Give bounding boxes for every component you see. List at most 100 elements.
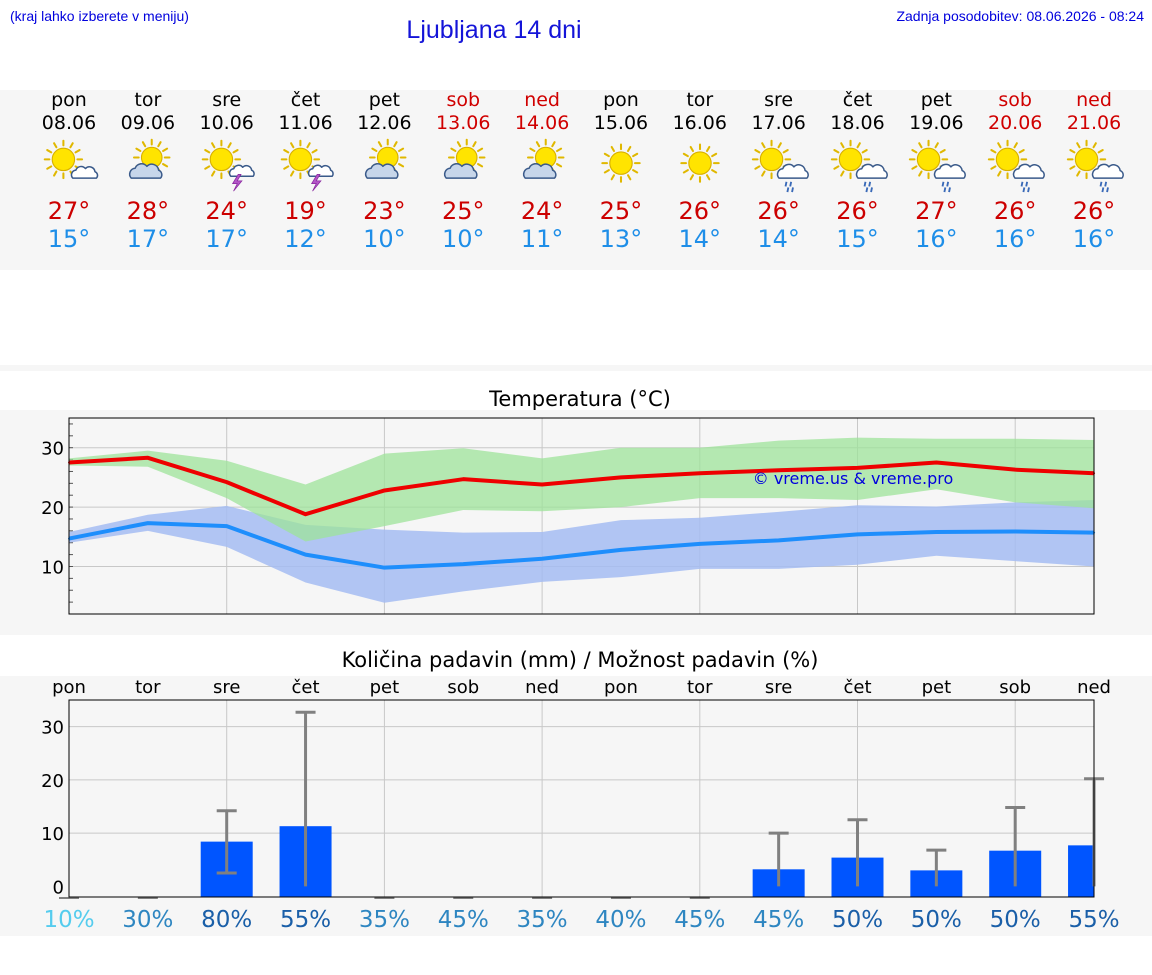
data-point (620, 476, 622, 478)
data-point (305, 513, 307, 515)
min-temperature: 16° (1055, 225, 1134, 253)
category-label: pon (604, 677, 638, 698)
data-point (778, 539, 780, 541)
precipitation-probability: 35% (359, 907, 410, 933)
y-tick-label: 30 (41, 718, 64, 739)
max-temperature: 26° (739, 197, 818, 225)
day-name: sob (976, 90, 1055, 111)
precipitation-probability: 45% (674, 907, 725, 933)
day-name: sre (739, 90, 818, 111)
min-temperature: 16° (976, 225, 1055, 253)
category-label: čet (843, 677, 871, 698)
day-date: 18.06 (818, 111, 897, 135)
day-date: 14.06 (503, 111, 582, 135)
sun-rain-icon (747, 137, 811, 193)
min-temperature: 12° (266, 225, 345, 253)
sun-rain-icon (826, 137, 890, 193)
day-column: pet 19.06 27° 16° (897, 90, 976, 253)
day-name: sob (424, 90, 503, 111)
category-label: čet (292, 677, 320, 698)
max-temperature: 26° (660, 197, 739, 225)
sun-rain-icon (904, 137, 968, 193)
data-point (305, 554, 307, 556)
day-column: sre 17.06 26° 14° (739, 90, 818, 253)
max-temperature: 25° (424, 197, 503, 225)
category-label: tor (135, 677, 161, 698)
sun-thunder-icon (274, 137, 338, 193)
day-date: 17.06 (739, 111, 818, 135)
day-column: čet 11.06 19° 12° (266, 90, 345, 253)
data-point (935, 462, 937, 464)
day-column: čet 18.06 26° 15° (818, 90, 897, 253)
data-point (620, 549, 622, 551)
category-label: pet (922, 677, 952, 698)
day-name: sre (187, 90, 266, 111)
min-temperature: 17° (108, 225, 187, 253)
y-tick-label: 20 (41, 498, 64, 519)
precipitation-probability: 10% (43, 907, 94, 933)
y-tick-label: 10 (41, 557, 64, 578)
category-label: ned (1077, 677, 1111, 698)
day-column: pon 15.06 25° 13° (581, 90, 660, 253)
category-label: sob (999, 677, 1031, 698)
sun-rain-icon (1062, 137, 1126, 193)
day-date: 12.06 (345, 111, 424, 135)
sun-cloud-icon (37, 137, 101, 193)
day-column: sre 10.06 24° 17° (187, 90, 266, 253)
watermark: © vreme.us & vreme.pro (753, 469, 954, 488)
precipitation-chart: pon tor sre čet pet sob ned pon tor sre čet pet sob n… (0, 676, 1152, 936)
sun-rain-icon (983, 137, 1047, 193)
data-point (462, 563, 464, 565)
max-temperature: 23° (345, 197, 424, 225)
max-temperature: 26° (818, 197, 897, 225)
category-label: pon (52, 677, 86, 698)
max-temperature: 26° (976, 197, 1055, 225)
precipitation-probability: 50% (911, 907, 962, 933)
day-name: pet (345, 90, 424, 111)
max-temperature: 28° (108, 197, 187, 225)
y-tick-label: 0 (53, 877, 64, 898)
category-label: sre (765, 677, 792, 698)
category-label: ned (525, 677, 559, 698)
min-temperature: 11° (503, 225, 582, 253)
page-title: Ljubljana 14 dni (0, 16, 988, 45)
precipitation-probability: 50% (832, 907, 883, 933)
min-temperature: 17° (187, 225, 266, 253)
min-temperature: 10° (424, 225, 503, 253)
day-date: 21.06 (1055, 111, 1134, 135)
precipitation-probability: 80% (201, 907, 252, 933)
max-temperature: 19° (266, 197, 345, 225)
y-tick-label: 30 (41, 439, 64, 460)
day-name: tor (108, 90, 187, 111)
max-temperature: 25° (581, 197, 660, 225)
precipitation-bar (1068, 845, 1094, 897)
precipitation-probability: 45% (753, 907, 804, 933)
data-point (1014, 530, 1016, 532)
min-temperature: 16° (897, 225, 976, 253)
y-tick-label: 10 (41, 824, 64, 845)
data-point (1014, 469, 1016, 471)
data-point (226, 481, 228, 483)
day-name: pet (897, 90, 976, 111)
day-date: 16.06 (660, 111, 739, 135)
sun-icon (668, 137, 732, 193)
day-column: ned 21.06 26° 16° (1055, 90, 1134, 253)
day-name: čet (266, 90, 345, 111)
min-temperature: 14° (739, 225, 818, 253)
y-tick-label: 20 (41, 771, 64, 792)
day-date: 10.06 (187, 111, 266, 135)
day-date: 11.06 (266, 111, 345, 135)
day-date: 20.06 (976, 111, 1055, 135)
day-name: pon (30, 90, 109, 111)
data-point (699, 543, 701, 545)
category-label: sob (447, 677, 479, 698)
data-point (857, 533, 859, 535)
max-temperature: 26° (1055, 197, 1134, 225)
precipitation-probability: 30% (122, 907, 173, 933)
min-temperature: 14° (660, 225, 739, 253)
day-name: pon (581, 90, 660, 111)
day-column: sob 20.06 26° 16° (976, 90, 1055, 253)
data-point (699, 472, 701, 474)
day-name: čet (818, 90, 897, 111)
data-point (541, 558, 543, 560)
